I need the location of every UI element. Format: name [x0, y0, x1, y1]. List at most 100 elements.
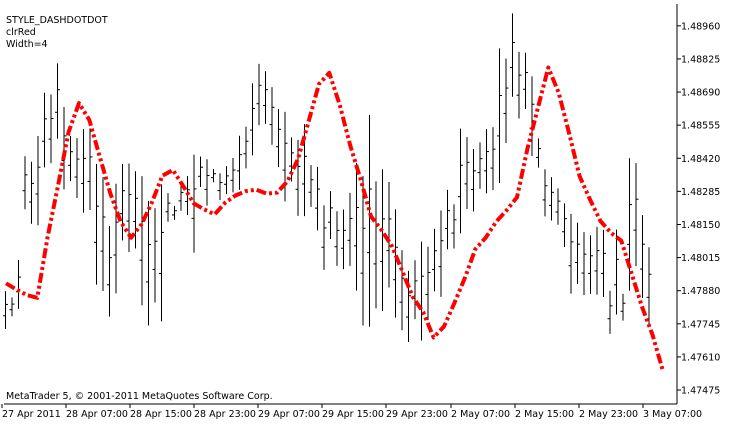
price-bar: [510, 13, 515, 97]
price-bar: [100, 177, 106, 291]
price-bar: [614, 229, 619, 315]
price-bar: [523, 52, 528, 109]
price-bar: [48, 94, 54, 164]
y-tick-label: 1.48555: [681, 121, 720, 132]
price-bar: [211, 169, 216, 183]
price-bar: [230, 158, 236, 193]
price-bar: [107, 225, 112, 317]
price-bar: [321, 205, 327, 270]
price-bar: [256, 63, 262, 126]
price-bar: [152, 208, 158, 303]
price-bar: [237, 135, 242, 190]
price-bar: [575, 222, 580, 284]
price-bar: [61, 107, 67, 190]
price-bar: [425, 246, 431, 321]
price-bar: [536, 138, 541, 168]
price-bar: [204, 159, 210, 206]
price-bar: [438, 210, 444, 297]
price-bar: [295, 139, 301, 216]
y-tick-label: 1.47610: [681, 352, 720, 363]
price-bar: [562, 203, 567, 248]
price-bar: [646, 247, 652, 325]
price-bar: [607, 290, 613, 334]
x-tick-label: 28 Apr 23:00: [194, 409, 256, 420]
price-bar: [315, 166, 320, 231]
indicator-width-label: Width=4: [6, 39, 48, 50]
price-bar: [68, 135, 73, 182]
indicator-line: [4, 65, 665, 372]
y-tick-label: 1.48150: [681, 220, 720, 231]
price-bar: [133, 171, 138, 249]
price-bar: [549, 177, 554, 221]
price-bar: [542, 169, 548, 217]
price-bar: [172, 205, 177, 220]
price-bar: [516, 51, 522, 119]
price-bar: [9, 297, 15, 317]
price-bar: [87, 128, 93, 211]
y-tick-label: 1.48015: [681, 253, 720, 264]
y-tick-label: 1.48690: [681, 88, 720, 99]
y-tick-label: 1.48420: [681, 154, 720, 165]
price-bar: [341, 209, 346, 270]
price-bar: [263, 71, 268, 124]
price-bar: [217, 173, 223, 200]
price-bar: [22, 156, 28, 210]
price-bar: [367, 114, 372, 327]
price-bar: [198, 156, 203, 187]
x-axis: 27 Apr 2011 28 Apr 07:00 28 Apr 15:00 28 Ap…: [1, 404, 702, 420]
indicator-color-label: clrRed: [6, 27, 36, 38]
price-bar: [620, 293, 626, 321]
price-bar: [445, 189, 450, 250]
price-bar: [334, 211, 340, 266]
price-bar: [120, 163, 125, 241]
price-bar: [588, 235, 593, 294]
price-bar: [640, 215, 645, 299]
x-tick-label: 29 Apr 15:00: [322, 409, 384, 420]
price-bar: [308, 165, 314, 207]
price-bar: [464, 137, 470, 210]
price-bar: [399, 250, 405, 331]
price-bar: [568, 213, 574, 294]
price-bar: [477, 142, 483, 189]
price-bar: [276, 108, 281, 168]
price-bar: [165, 193, 171, 222]
price-bar: [497, 48, 502, 184]
price-bar: [243, 126, 249, 169]
y-axis: 1.48960 1.48825 1.48690 1.48555 1.48420 1.482…: [677, 21, 720, 397]
price-bar: [594, 226, 600, 295]
x-tick-label: 29 Apr 23:00: [386, 409, 448, 420]
price-bar: [159, 184, 164, 322]
y-tick-label: 1.47880: [681, 286, 720, 297]
price-bar: [581, 232, 587, 296]
y-tick-label: 1.47745: [681, 319, 720, 330]
price-bar: [224, 166, 229, 195]
price-bar: [328, 191, 333, 239]
price-bar: [471, 148, 476, 212]
x-tick-label: 2 May 07:00: [451, 409, 510, 420]
price-bar: [3, 291, 8, 329]
x-tick-label: 2 May 15:00: [515, 409, 574, 420]
price-bar: [354, 162, 359, 291]
price-bar: [503, 58, 509, 144]
price-bar: [42, 92, 47, 168]
price-bar: [432, 228, 437, 292]
price-bar: [380, 169, 385, 312]
price-bars: [3, 13, 652, 342]
price-bar: [601, 229, 606, 297]
price-bar: [484, 129, 489, 194]
price-bar: [250, 83, 255, 156]
y-tick-label: 1.48825: [681, 54, 720, 65]
price-bar: [555, 188, 561, 225]
price-bar: [178, 182, 184, 211]
price-bar: [94, 163, 99, 285]
price-bar: [490, 127, 496, 191]
copyright-label: MetaTrader 5, © 2001-2011 MetaQuotes Sof…: [6, 391, 273, 402]
price-bar: [29, 161, 34, 224]
price-bar: [113, 183, 119, 294]
price-bar: [451, 204, 457, 249]
price-bar: [74, 138, 80, 198]
price-bar: [360, 175, 366, 326]
